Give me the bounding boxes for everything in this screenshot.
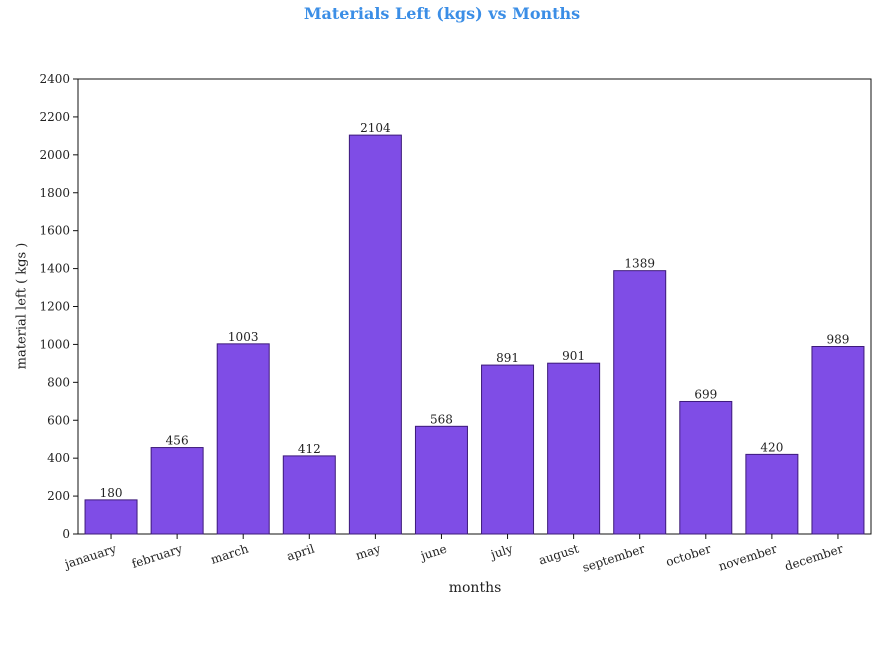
y-tick-label: 1400	[39, 262, 70, 276]
x-tick-label: janauary	[61, 541, 118, 571]
data-label: 180	[100, 486, 123, 500]
x-tick-label: september	[581, 541, 647, 574]
y-tick-label: 1800	[39, 186, 70, 200]
y-tick-label: 1000	[39, 337, 70, 351]
data-label: 699	[694, 387, 717, 401]
bar	[84, 499, 138, 535]
y-axis-label: material left ( kgs )	[14, 242, 30, 370]
data-label: 901	[562, 349, 585, 363]
x-tick-label: july	[487, 541, 514, 562]
y-tick-label: 400	[47, 451, 70, 465]
bar	[679, 400, 733, 535]
x-tick-label: august	[537, 541, 581, 567]
y-tick-label: 2200	[39, 110, 70, 124]
x-tick-label: june	[417, 542, 448, 564]
x-tick-label: february	[130, 541, 184, 571]
bar	[414, 425, 468, 535]
bar	[481, 364, 535, 535]
y-tick-label: 2400	[39, 72, 70, 86]
data-label: 412	[298, 442, 321, 456]
y-tick-label: 0	[62, 527, 70, 541]
bar	[150, 447, 204, 535]
y-tick-label: 1600	[39, 224, 70, 238]
data-label: 420	[760, 440, 783, 454]
data-label: 456	[166, 434, 189, 448]
x-tick-label: march	[209, 541, 250, 566]
x-tick-label: october	[664, 541, 713, 569]
data-label: 568	[430, 412, 453, 426]
bar	[348, 134, 402, 535]
data-label: 989	[827, 333, 850, 347]
chart-title: Materials Left (kgs) vs Months	[303, 4, 581, 23]
data-label: 2104	[360, 121, 391, 135]
bar	[282, 455, 336, 535]
y-tick-label: 800	[47, 375, 70, 389]
y-tick-label: 1200	[39, 300, 70, 314]
y-tick-label: 600	[47, 413, 70, 427]
data-label: 1389	[624, 257, 655, 271]
x-axis-label: months	[448, 580, 502, 596]
data-label: 1003	[228, 330, 259, 344]
y-tick-label: 200	[47, 489, 70, 503]
bar	[547, 362, 601, 535]
x-tick-label: may	[354, 541, 383, 562]
x-tick-label: april	[285, 541, 316, 563]
bar	[745, 453, 799, 535]
bar	[216, 343, 270, 535]
y-tick-label: 2000	[39, 148, 70, 162]
bar	[613, 270, 667, 535]
x-tick-label: december	[783, 541, 845, 573]
x-tick-label: november	[717, 541, 779, 573]
bar	[811, 346, 865, 535]
data-label: 891	[496, 351, 519, 365]
